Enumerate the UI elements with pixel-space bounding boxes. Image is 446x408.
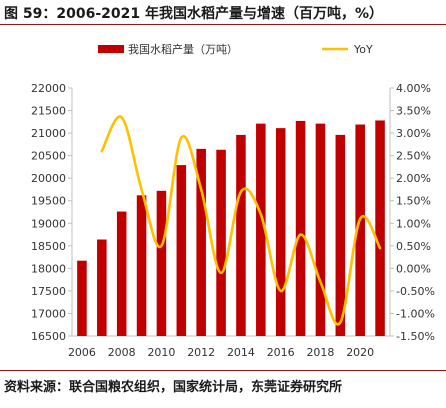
x-tick-label: 2008 — [108, 346, 136, 359]
y-left-tick-label: 18000 — [31, 262, 66, 275]
legend-label-bar: 我国水稻产量（万吨） — [128, 42, 238, 56]
bar-2007 — [97, 239, 107, 336]
source-note: 资料来源：联合国粮农组织，国家统计局，东莞证券研究所 — [4, 380, 343, 395]
bar-2014 — [236, 134, 246, 336]
chart-legend: 我国水稻产量（万吨） YoY — [98, 42, 373, 56]
y-right-tick-label: 3.50% — [396, 105, 431, 118]
y-left-tick-label: 17500 — [31, 285, 66, 298]
y-right-tick-label: -1.50% — [396, 330, 435, 343]
y-right-tick-label: 1.50% — [396, 195, 431, 208]
bar-2009 — [136, 195, 147, 336]
y-right-tick-label: 3.00% — [396, 127, 431, 140]
bar-2017 — [295, 120, 306, 336]
y-left-tick-label: 18500 — [31, 240, 66, 253]
x-tick-label: 2014 — [227, 346, 255, 359]
y-left-tick-label: 22000 — [31, 82, 66, 95]
bar-2018 — [315, 123, 326, 336]
yoy-line — [100, 115, 382, 326]
bar-2012 — [196, 148, 206, 336]
bar-2021 — [375, 120, 385, 336]
bar-2015 — [256, 123, 266, 336]
y-left-tick-label: 21500 — [31, 105, 66, 118]
bar-2019 — [335, 134, 346, 336]
y-right-tick-label: -1.00% — [396, 307, 435, 320]
y-left-tick-label: 20000 — [31, 172, 66, 185]
legend-swatch-bar — [98, 45, 124, 53]
y-left-tick-label: 16500 — [31, 330, 66, 343]
y-left-tick-label: 19000 — [31, 217, 66, 230]
figure-title: 图 59：2006-2021 年我国水稻产量与增速（百万吨，%） — [4, 6, 383, 22]
x-axis-labels: 2006 2008 2010 2012 2014 2016 2018 2020 — [68, 346, 374, 359]
bar-2020 — [355, 124, 365, 336]
y-left-tick-label: 20500 — [31, 150, 66, 163]
y-axis-left-labels: 16500 17000 17500 18000 18500 19000 19500 20000… — [31, 82, 66, 343]
x-tick-label: 2020 — [346, 346, 374, 359]
bar-2010 — [156, 190, 167, 336]
y-left-tick-label: 21000 — [31, 127, 66, 140]
legend-label-line: YoY — [353, 43, 373, 56]
bar-series — [77, 120, 385, 336]
bar-2011 — [176, 165, 187, 336]
y-axis-right-labels: -1.50% -1.00% -0.50% 0.00% 0.50% 1.00% 1.50% 2.… — [396, 82, 435, 343]
y-right-tick-label: 2.00% — [396, 172, 431, 185]
bar-2013 — [216, 149, 226, 336]
x-tick-label: 2016 — [267, 346, 295, 359]
y-right-tick-label: 1.00% — [396, 217, 431, 230]
bar-2016 — [275, 128, 286, 336]
bar-2008 — [116, 211, 127, 336]
title-rule — [0, 24, 446, 25]
y-right-tick-label: 4.00% — [396, 82, 431, 95]
x-tick-label: 2018 — [306, 346, 334, 359]
y-right-tick-label: 2.50% — [396, 150, 431, 163]
y-right-tick-label: -0.50% — [396, 285, 435, 298]
y-left-tick-label: 17000 — [31, 307, 66, 320]
x-tick-label: 2012 — [187, 346, 215, 359]
y-right-tick-label: 0.50% — [396, 240, 431, 253]
x-tick-label: 2006 — [68, 346, 96, 359]
y-right-tick-label: 0.00% — [396, 262, 431, 275]
x-tick-label: 2010 — [147, 346, 175, 359]
y-left-tick-label: 19500 — [31, 195, 66, 208]
footer-rule — [0, 370, 446, 371]
bar-2006 — [77, 260, 87, 336]
line-series — [100, 115, 382, 326]
